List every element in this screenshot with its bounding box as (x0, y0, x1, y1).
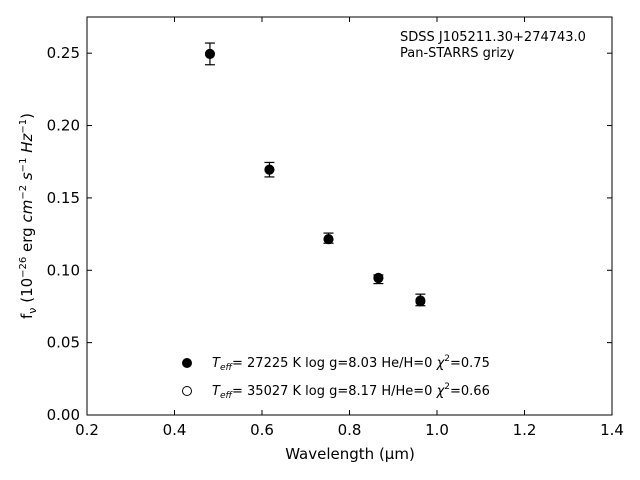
axis-ticks: 0.2 0.4 0.6 0.8 1.0 1.2 1.4 0.00 0.05 0.10 0.15 0.2… (47, 17, 624, 439)
annotation-survey: Pan-STARRS grizy (400, 46, 515, 61)
plot-frame (86, 16, 613, 416)
y-tick-label: 0.15 (47, 189, 80, 207)
legend-marker-filled (182, 358, 192, 368)
y-tick-label: 0.20 (47, 117, 80, 135)
model-point-open (373, 273, 384, 284)
model-point-open (323, 234, 334, 245)
x-axis-label: Wavelength (μm) (285, 445, 415, 463)
x-tick-label: 0.2 (75, 421, 99, 439)
x-tick-label: 0.4 (163, 421, 187, 439)
legend-entry-1: Teff= 27225 K log g=8.03 He/H=0 χ2=0.75 (212, 354, 490, 373)
y-axis-label: fν (10−26 erg cm−2 s−1 Hz−1) (18, 113, 39, 319)
legend: Teff= 27225 K log g=8.03 He/H=0 χ2=0.75 … (182, 354, 490, 401)
x-tick-label: 1.4 (600, 421, 624, 439)
x-tick-label: 0.6 (250, 421, 274, 439)
model-point-open (204, 48, 215, 59)
legend-marker-open (182, 386, 192, 396)
model-point-open (415, 295, 426, 306)
x-tick-label: 0.8 (338, 421, 362, 439)
y-tick-label: 0.00 (47, 406, 80, 424)
x-tick-label: 1.2 (513, 421, 537, 439)
y-tick-label: 0.05 (47, 334, 80, 352)
data-points (204, 48, 426, 307)
model-point-open (264, 164, 275, 175)
y-tick-label: 0.10 (47, 261, 80, 279)
legend-entry-2: Teff= 35027 K log g=8.17 H/He=0 χ2=0.66 (212, 382, 490, 401)
x-tick-label: 1.0 (425, 421, 449, 439)
annotation-object-name: SDSS J105211.30+274743.0 (400, 30, 586, 45)
y-tick-label: 0.25 (47, 44, 80, 62)
